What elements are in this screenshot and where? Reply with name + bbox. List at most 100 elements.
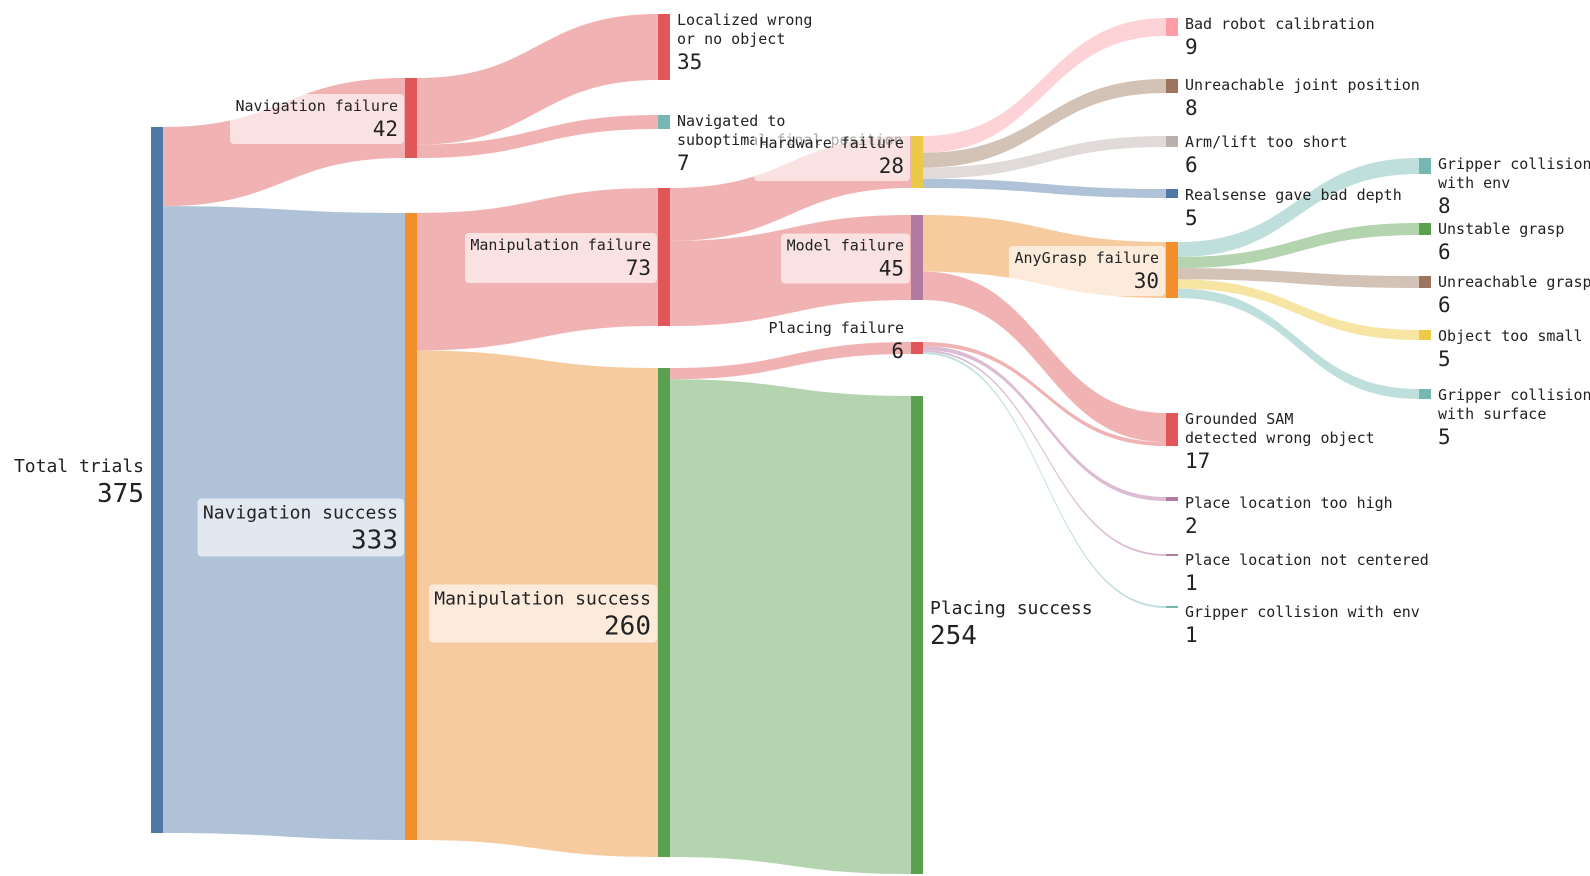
- node-bar-manip_fail: [658, 188, 670, 326]
- node-name-loc_wrong: or no object: [677, 30, 785, 48]
- link-nav_fail-to-loc_wrong: [417, 14, 658, 145]
- node-bar-unstable: [1419, 223, 1431, 235]
- node-bar-unreach_joint: [1166, 79, 1178, 93]
- node-name-nav_succ: Navigation success: [203, 503, 398, 524]
- node-name-anygrasp: AnyGrasp failure: [1015, 249, 1160, 267]
- node-value-nav_fail: 42: [373, 117, 398, 141]
- link-hw_fail-to-realsense: [923, 178, 1166, 198]
- node-label-realsense: Realsense gave bad depth 5: [1185, 186, 1402, 230]
- node-value-gsam: 17: [1185, 449, 1210, 473]
- node-label-bad_calib: Bad robot calibration 9: [1185, 15, 1375, 59]
- node-value-nav_succ: 333: [351, 526, 398, 556]
- node-bar-grip_env: [1419, 158, 1431, 174]
- node-label-hw_fail: Hardware failure 28: [754, 131, 910, 181]
- node-bar-nav_subopt: [658, 115, 670, 129]
- link-anygrasp-to-grip_env: [1178, 158, 1419, 257]
- node-value-place_center: 1: [1185, 571, 1198, 595]
- node-bar-total: [151, 127, 163, 833]
- node-bar-nav_succ: [405, 213, 417, 840]
- node-bar-manip_succ: [658, 368, 670, 857]
- node-value-obj_small: 5: [1438, 347, 1451, 371]
- node-value-bad_calib: 9: [1185, 35, 1198, 59]
- node-bar-grip_env_place: [1166, 606, 1178, 608]
- node-bar-obj_small: [1419, 330, 1431, 340]
- node-label-unstable: Unstable grasp 6: [1438, 220, 1564, 264]
- node-name-grip_surface: with surface: [1438, 405, 1546, 423]
- node-value-anygrasp: 30: [1134, 269, 1159, 293]
- node-name-unstable: Unstable grasp: [1438, 220, 1564, 238]
- node-value-unreach_joint: 8: [1185, 96, 1198, 120]
- link-anygrasp-to-grip_surface: [1178, 288, 1419, 399]
- node-label-arm_short: Arm/lift too short 6: [1185, 133, 1348, 177]
- link-anygrasp-to-obj_small: [1178, 279, 1419, 340]
- node-value-hw_fail: 28: [879, 154, 904, 178]
- node-label-bg-model_fail: [781, 233, 910, 284]
- link-place_fail-to-grip_env_place: [923, 352, 1166, 608]
- link-nav_fail-to-nav_subopt: [417, 115, 658, 158]
- node-value-arm_short: 6: [1185, 153, 1198, 177]
- node-value-total: 375: [97, 479, 144, 509]
- node-label-nav_fail: Navigation failure 42: [230, 94, 404, 144]
- link-hw_fail-to-unreach_joint: [923, 79, 1166, 168]
- node-bar-nav_fail: [405, 78, 417, 158]
- node-label-obj_small: Object too small 5: [1438, 327, 1583, 371]
- link-place_fail-to-place_center: [923, 350, 1166, 556]
- node-bar-gsam: [1166, 413, 1178, 446]
- node-bar-realsense: [1166, 189, 1178, 198]
- node-label-bg-nav_succ: [197, 498, 404, 557]
- node-value-place_fail: 6: [891, 339, 904, 363]
- node-name-place_succ: Placing success: [930, 598, 1093, 619]
- node-name-gsam: detected wrong object: [1185, 429, 1375, 447]
- node-name-place_fail: Placing failure: [769, 319, 904, 337]
- node-name-nav_subopt: Navigated to: [677, 112, 785, 130]
- link-hw_fail-to-bad_calib: [923, 18, 1166, 153]
- node-value-nav_subopt: 7: [677, 151, 690, 175]
- link-manip_succ-to-place_fail: [670, 342, 911, 380]
- nodes-layer: [151, 14, 1431, 874]
- node-label-unreach_joint: Unreachable joint position 8: [1185, 76, 1420, 120]
- node-name-gsam: Grounded SAM: [1185, 410, 1293, 428]
- node-name-unreach_joint: Unreachable joint position: [1185, 76, 1420, 94]
- node-bar-place_high: [1166, 497, 1178, 501]
- node-label-bg-nav_fail: [230, 94, 404, 144]
- link-place_fail-to-place_high: [923, 346, 1166, 501]
- node-value-loc_wrong: 35: [677, 50, 702, 74]
- node-value-manip_fail: 73: [626, 256, 651, 280]
- node-bar-hw_fail: [911, 136, 923, 188]
- node-value-manip_succ: 260: [604, 612, 651, 642]
- node-name-manip_succ: Manipulation success: [434, 589, 651, 610]
- node-name-obj_small: Object too small: [1438, 327, 1583, 345]
- node-name-manip_fail: Manipulation failure: [470, 236, 651, 254]
- node-label-model_fail: Model failure 45: [781, 233, 910, 284]
- node-label-bg-manip_succ: [429, 584, 657, 643]
- node-name-grip_env_place: Gripper collision with env: [1185, 603, 1420, 621]
- node-value-place_succ: 254: [930, 621, 977, 651]
- node-bar-place_center: [1166, 554, 1178, 556]
- node-bar-arm_short: [1166, 136, 1178, 147]
- node-bar-model_fail: [911, 215, 923, 300]
- node-name-realsense: Realsense gave bad depth: [1185, 186, 1402, 204]
- node-label-unreach_grasp: Unreachable grasp 6: [1438, 273, 1590, 317]
- node-bar-unreach_grasp: [1419, 276, 1431, 288]
- node-value-grip_env_place: 1: [1185, 623, 1198, 647]
- node-name-grip_surface: Gripper collision: [1438, 386, 1590, 404]
- node-label-place_high: Place location too high 2: [1185, 494, 1393, 538]
- node-name-hw_fail: Hardware failure: [760, 134, 905, 152]
- node-name-loc_wrong: Localized wrong: [677, 11, 812, 29]
- node-bar-grip_surface: [1419, 389, 1431, 399]
- node-name-grip_env: with env: [1438, 174, 1510, 192]
- node-bar-place_fail: [911, 342, 923, 354]
- node-name-grip_env: Gripper collision: [1438, 155, 1590, 173]
- node-label-bg-manip_fail: [465, 233, 657, 283]
